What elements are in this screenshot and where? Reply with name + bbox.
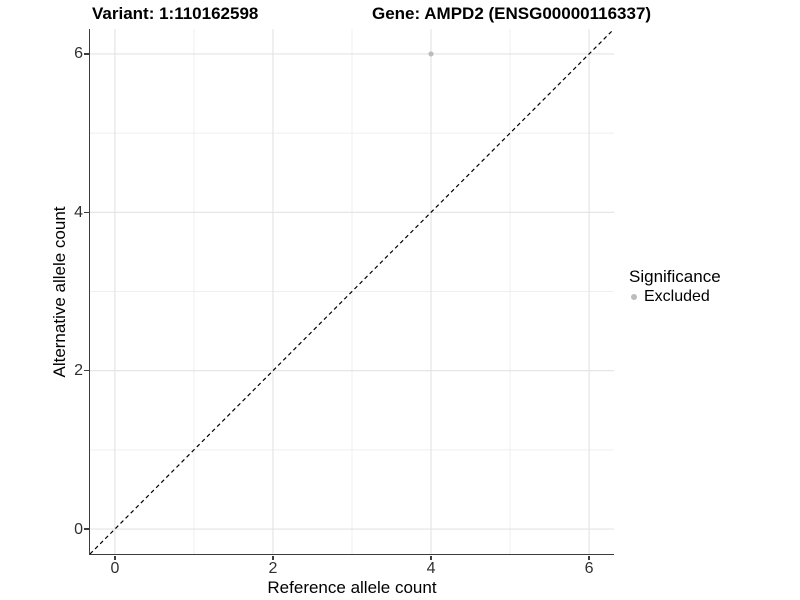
legend-title: Significance	[629, 267, 721, 286]
y-tick-label-6: 6	[74, 45, 83, 63]
y-axis-title: Alternative allele count	[50, 206, 69, 378]
legend-entry-label: Excluded	[644, 288, 710, 305]
legend: Significance Excluded	[629, 266, 721, 307]
x-tick-4	[430, 555, 432, 560]
x-tick-0	[114, 555, 116, 560]
y-tick-0	[84, 528, 89, 530]
legend-entry-excluded: Excluded	[629, 287, 721, 307]
x-tick-label-2: 2	[268, 560, 278, 577]
y-tick-label-0: 0	[74, 520, 83, 538]
plot-canvas	[89, 29, 614, 554]
y-tick-4	[84, 211, 89, 214]
x-tick-label-6: 6	[584, 560, 594, 577]
plot-panel	[88, 29, 614, 555]
identity-reference-line	[89, 29, 614, 554]
excluded-point-icon	[631, 294, 637, 300]
data-point-excluded	[427, 51, 434, 57]
y-tick-2	[84, 369, 89, 372]
x-tick-6	[588, 555, 590, 560]
y-tick-label-2: 2	[74, 362, 83, 380]
x-tick-label-4: 4	[426, 560, 436, 577]
y-tick-6	[84, 53, 89, 55]
x-tick-label-0: 0	[110, 560, 120, 577]
x-tick-2	[272, 555, 274, 560]
x-axis-title: Reference allele count	[267, 578, 437, 597]
variant-title: Variant: 1:110162598	[92, 4, 259, 23]
y-tick-label-4: 4	[74, 203, 83, 221]
gene-title: Gene: AMPD2 (ENSG00000116337)	[372, 4, 652, 23]
